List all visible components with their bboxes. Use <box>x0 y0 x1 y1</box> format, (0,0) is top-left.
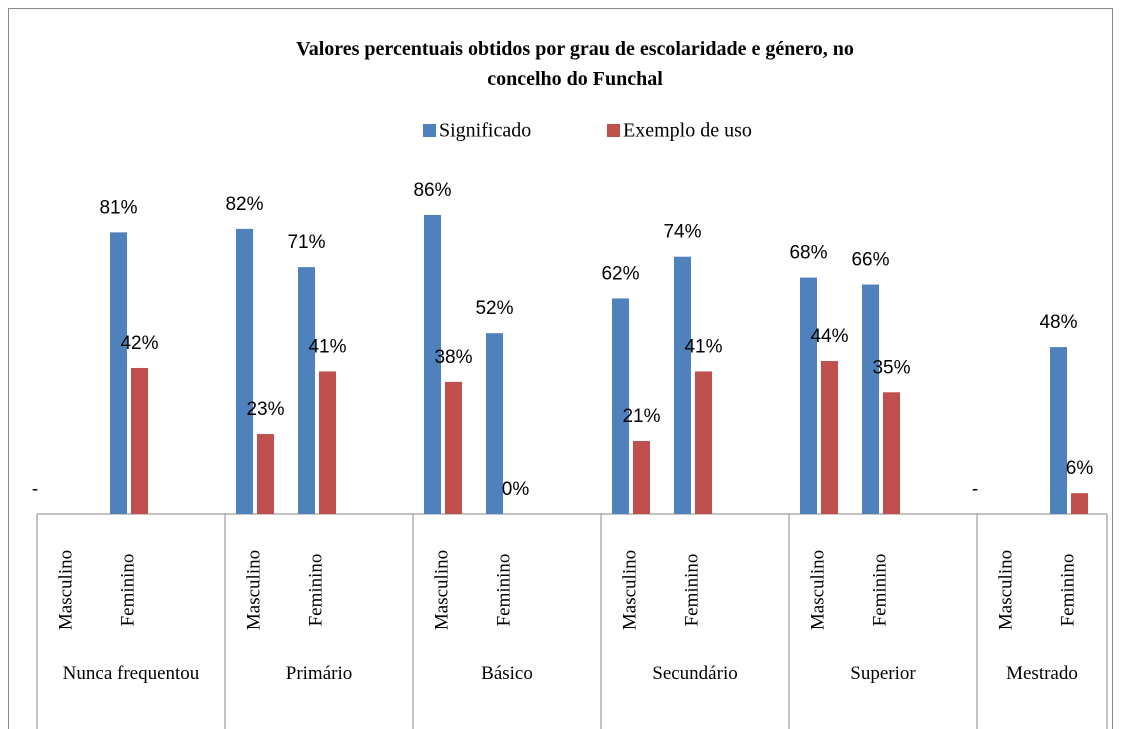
data-label: 82% <box>225 194 263 215</box>
bar <box>695 371 712 514</box>
x-tick-label: Masculino <box>55 550 76 630</box>
bar <box>236 228 253 515</box>
data-label: 66% <box>851 250 889 271</box>
data-label: 38% <box>434 347 472 368</box>
x-tick-label: Feminino <box>305 554 326 627</box>
data-label: 6% <box>1066 458 1094 479</box>
group-label: Mestrado <box>1006 663 1078 684</box>
legend-label: Exemplo de uso <box>623 120 752 142</box>
data-label: 21% <box>622 406 660 427</box>
x-tick-label: Feminino <box>117 554 138 627</box>
x-tick-label: Masculino <box>431 550 452 630</box>
bar <box>319 371 336 514</box>
bar <box>1071 493 1088 514</box>
x-tick-label: Masculino <box>995 550 1016 630</box>
data-label: 44% <box>810 326 848 347</box>
bar <box>612 298 629 514</box>
x-tick-label: Masculino <box>619 550 640 630</box>
bar <box>424 214 441 514</box>
data-label: 48% <box>1039 312 1077 333</box>
bar <box>633 440 650 514</box>
data-label: 74% <box>663 222 701 243</box>
group-label: Básico <box>481 663 533 684</box>
bar <box>821 361 838 514</box>
bar <box>445 381 462 514</box>
data-label: 35% <box>872 357 910 378</box>
legend-swatch <box>423 124 436 137</box>
group-label: Superior <box>850 663 916 684</box>
data-label: 68% <box>789 243 827 264</box>
x-tick-label: Masculino <box>807 550 828 630</box>
bar <box>862 284 879 514</box>
bar <box>800 277 817 514</box>
bar <box>131 367 148 514</box>
x-tick-label: Feminino <box>681 554 702 627</box>
data-label: 71% <box>287 232 325 253</box>
chart-frame <box>8 8 1113 729</box>
group-label: Primário <box>285 663 353 684</box>
x-tick-label: Masculino <box>243 550 264 630</box>
data-label: 86% <box>413 180 451 201</box>
bar <box>674 256 691 514</box>
x-tick-label: Feminino <box>869 554 890 627</box>
bar <box>883 392 900 514</box>
x-tick-label: Feminino <box>493 554 514 627</box>
data-label: 62% <box>601 263 639 284</box>
data-label: - <box>972 479 978 500</box>
legend-label: Significado <box>439 120 531 142</box>
data-label: 81% <box>99 197 137 218</box>
data-label: - <box>32 479 38 500</box>
bar <box>298 267 315 514</box>
data-label: 41% <box>308 336 346 357</box>
bar <box>486 333 503 514</box>
data-label: 0% <box>502 479 530 500</box>
bar <box>257 434 274 514</box>
group-label: Nunca frequentou <box>62 663 200 684</box>
bar <box>1050 347 1067 514</box>
data-label: 23% <box>246 399 284 420</box>
data-label: 42% <box>120 333 158 354</box>
legend-swatch <box>607 124 620 137</box>
bar <box>110 232 127 514</box>
data-label: 41% <box>684 336 722 357</box>
chart-title: Valores percentuais obtidos por grau de … <box>296 38 854 90</box>
group-label: Secundário <box>652 663 738 684</box>
data-label: 52% <box>475 298 513 319</box>
x-tick-label: Feminino <box>1057 554 1078 627</box>
